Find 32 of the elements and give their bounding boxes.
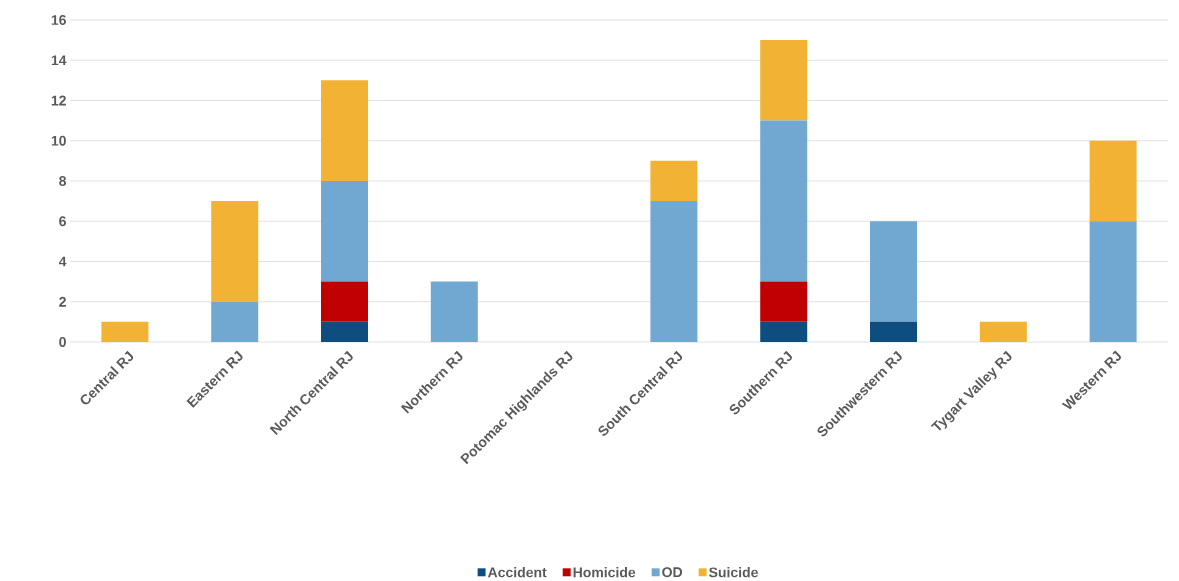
y-tick-label: 6 (59, 216, 66, 227)
y-tick-label: 14 (51, 55, 67, 66)
bar (650, 160, 698, 202)
y-tick-label: 0 (59, 337, 66, 347)
legend-label: OD (662, 567, 683, 578)
legend-label: Suicide (709, 567, 758, 578)
y-tick-label: 8 (59, 176, 67, 186)
bar (211, 201, 259, 302)
bar (760, 281, 808, 322)
bar (321, 281, 369, 322)
bar (760, 120, 808, 282)
y-tick-label: 16 (51, 15, 66, 25)
legend-label: Accident (487, 567, 547, 578)
bar (1089, 140, 1137, 222)
bar (1089, 221, 1137, 342)
y-tick-label: 10 (51, 135, 66, 146)
bar (321, 80, 369, 181)
bar (760, 40, 808, 121)
bar (870, 321, 918, 342)
y-tick-label: 12 (51, 95, 66, 106)
legend-label: Homicide (573, 567, 636, 578)
bar (321, 321, 369, 342)
bar (650, 201, 698, 342)
bar (430, 281, 478, 342)
bar (211, 301, 259, 342)
bar (870, 221, 918, 322)
y-tick-label: 2 (59, 296, 66, 307)
bar (101, 321, 149, 342)
y-tick-label: 4 (58, 256, 67, 267)
bar (321, 181, 369, 282)
bar (760, 321, 808, 342)
bar (979, 321, 1027, 342)
